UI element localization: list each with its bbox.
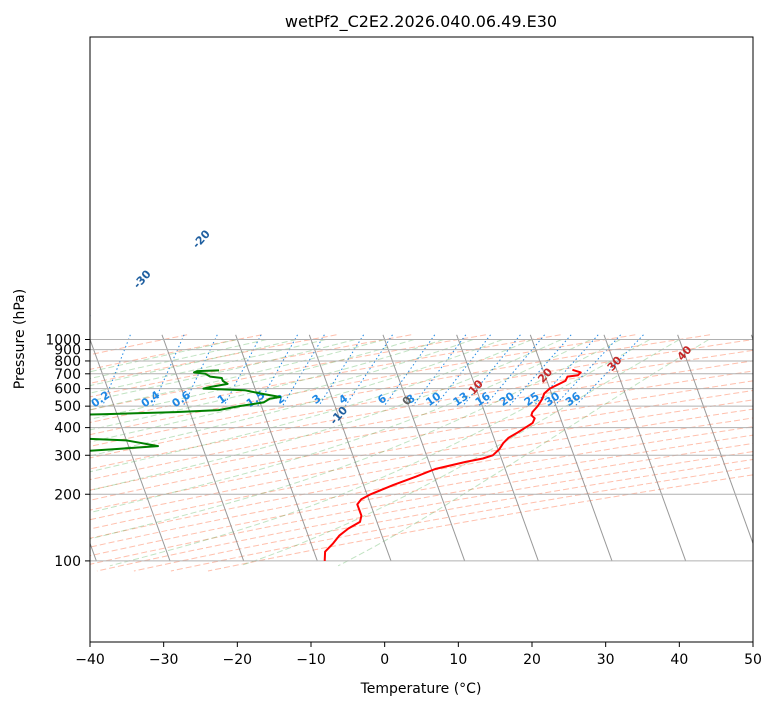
y-tick-label: 300 — [54, 448, 81, 464]
y-axis-label: Pressure (hPa) — [12, 289, 28, 389]
y-tick-label: 600 — [54, 382, 81, 398]
isotherm-line — [235, 334, 318, 562]
mixing-ratio-line — [462, 334, 521, 407]
moist-adiabat-line — [109, 339, 651, 567]
chart-title: wetPf2_C2E2.2026.040.06.49.E30 — [285, 12, 557, 32]
moist-adiabat-line — [90, 339, 533, 473]
pressure-gridlines — [90, 339, 753, 562]
x-tick-label: −30 — [149, 652, 179, 668]
dry-adiabat-line — [96, 451, 753, 572]
dry-adiabat-line — [90, 334, 337, 384]
profile-lines — [90, 368, 582, 561]
y-tick-label: 700 — [54, 367, 81, 383]
isotherm-line — [382, 334, 466, 562]
moist-adiabat-line — [90, 339, 444, 431]
mixing-ratio-line — [383, 334, 436, 407]
dry-adiabat-line — [90, 399, 753, 521]
mixing-ratio-line — [182, 334, 218, 407]
isotherm-line — [603, 334, 687, 562]
x-tick-label: 10 — [449, 652, 467, 668]
x-tick-label: −40 — [75, 652, 105, 668]
dewpoint-profile-line — [90, 369, 282, 452]
dry-adiabat-line — [90, 334, 711, 447]
moist-adiabat-line — [337, 339, 710, 567]
y-tick-label: 200 — [54, 487, 81, 503]
mixing-ratio-line — [151, 334, 185, 407]
y-tick-label: 100 — [54, 554, 81, 570]
dry-adiabat-line — [90, 334, 636, 436]
y-tick-label: 800 — [54, 354, 81, 370]
dry-adiabat-line — [90, 334, 561, 424]
dry-adiabat-line — [90, 349, 753, 470]
x-tick-label: 0 — [380, 652, 389, 668]
moist-adiabat-line — [90, 339, 238, 373]
x-axis-label: Temperature (°C) — [360, 681, 482, 697]
mixing-ratio-line — [412, 334, 467, 407]
dry-adiabat-line — [90, 334, 262, 370]
isotherm-line — [308, 334, 392, 562]
dry-adiabat-line — [90, 360, 753, 481]
dry-adiabat-line — [90, 334, 486, 411]
dry-adiabat-line — [90, 434, 753, 557]
moist-adiabat-line — [90, 339, 562, 492]
isotherm-line — [456, 334, 539, 562]
moist-adiabat-line — [90, 339, 503, 457]
isotherm-line — [677, 334, 753, 545]
mixing-ratio-line — [574, 334, 644, 407]
x-tick-label: −20 — [223, 652, 253, 668]
moist-adiabat-line — [240, 339, 680, 567]
dry-adiabat-line — [90, 442, 753, 565]
x-tick-label: 30 — [597, 652, 615, 668]
moist-adiabat-line — [90, 339, 267, 380]
mixing-ratio-line — [281, 334, 325, 407]
moist-adiabat-line — [90, 339, 356, 402]
dry-adiabat-line — [90, 408, 753, 530]
dry-adiabat-line — [90, 370, 753, 491]
dry-adiabat-line — [90, 338, 753, 459]
dry-adiabat-line — [90, 417, 753, 539]
mixing-ratio-line — [101, 334, 131, 407]
mixing-ratio-line — [553, 334, 622, 407]
x-tick-label: −10 — [296, 652, 326, 668]
isotherm-line — [161, 334, 245, 562]
x-tick-label: 50 — [744, 652, 762, 668]
mixing-ratio-line — [223, 334, 262, 407]
mixing-ratio-line — [434, 334, 491, 407]
x-axis: −40 −30 −20 −10 0 10 20 30 40 50 — [75, 642, 762, 668]
moist-adiabat-line — [90, 339, 621, 540]
x-tick-label: 40 — [670, 652, 688, 668]
dry-adiabat-line — [90, 334, 412, 398]
moist-adiabat-line — [90, 339, 385, 411]
x-tick-label: 20 — [523, 652, 541, 668]
y-tick-label: 1000 — [45, 333, 81, 349]
y-tick-label: 400 — [54, 421, 81, 437]
y-tick-label: 500 — [54, 399, 81, 415]
moist-adiabat-line — [90, 339, 326, 394]
isotherm-line — [529, 334, 613, 562]
temperature-profile-line — [323, 368, 582, 561]
dry-adiabat-line — [90, 380, 753, 501]
y-tick-label: 900 — [54, 343, 81, 359]
moist-adiabat-line — [90, 339, 592, 514]
